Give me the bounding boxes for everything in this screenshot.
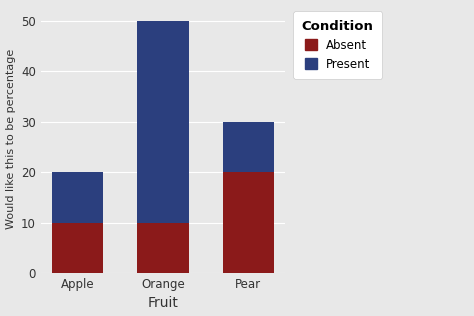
Y-axis label: Would like this to be percentage: Would like this to be percentage bbox=[6, 49, 16, 229]
Bar bbox=[52, 172, 103, 222]
Bar bbox=[52, 222, 103, 273]
Bar bbox=[223, 122, 274, 172]
Bar bbox=[137, 222, 189, 273]
X-axis label: Fruit: Fruit bbox=[147, 296, 178, 310]
Bar bbox=[223, 172, 274, 273]
Bar bbox=[137, 21, 189, 222]
Legend: Absent, Present: Absent, Present bbox=[293, 11, 382, 79]
